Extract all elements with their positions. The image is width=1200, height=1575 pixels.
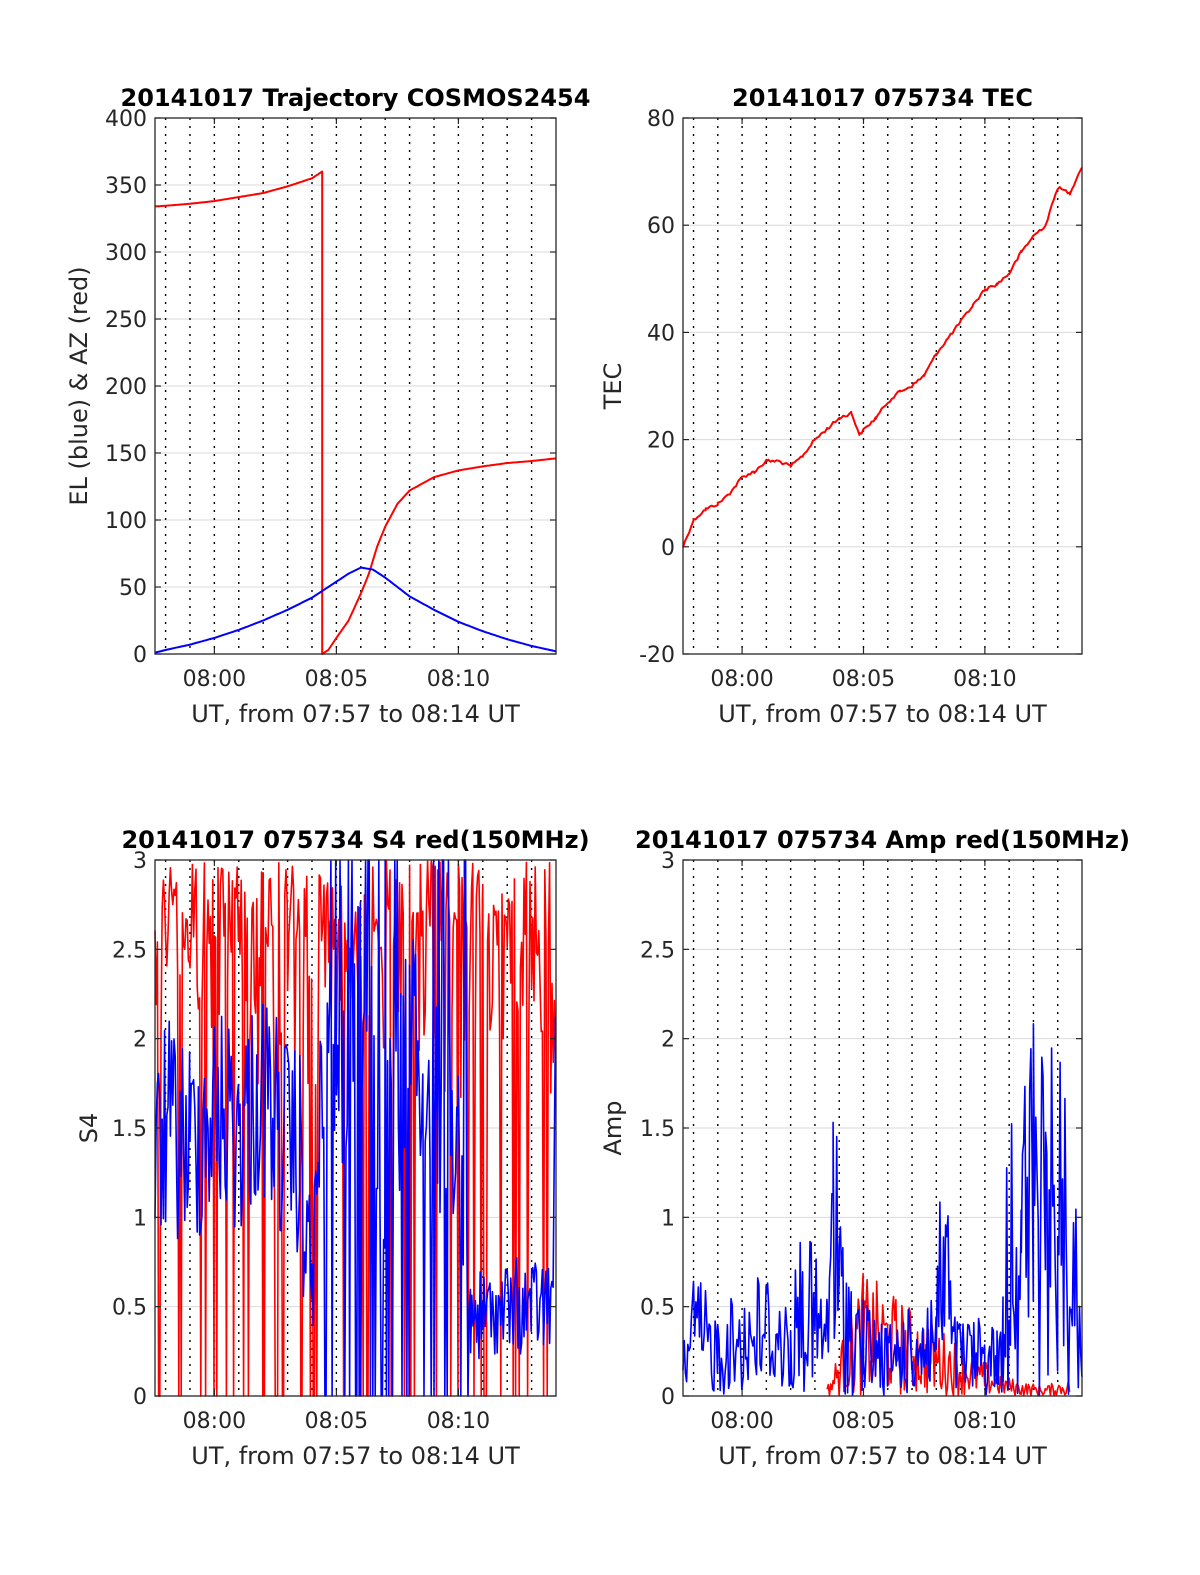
y-tick-label: 150 [105, 442, 147, 467]
y-tick-label: 0 [133, 643, 147, 668]
chart-panel-2: -20 0 20 40 60 80 08:00 08:05 08:10 20141017 0757… [599, 84, 1083, 728]
y-tick-label: 60 [647, 214, 675, 239]
y-tick-label: 80 [647, 107, 675, 132]
y-tick-label: 200 [105, 375, 147, 400]
y-axis-label: TEC [599, 363, 627, 411]
x-tick-label: 08:10 [427, 667, 490, 692]
x-tick-label: 08:05 [832, 1409, 895, 1434]
y-tick-label: 400 [105, 107, 147, 132]
chart-title: 20141017 Trajectory COSMOS2454 [121, 84, 591, 112]
x-axis-label: UT, from 07:57 to 08:14 UT [718, 1442, 1047, 1470]
chart-title: 20141017 075734 TEC [732, 84, 1033, 112]
y-axis-label: EL (blue) & AZ (red) [65, 266, 93, 505]
series-line-red [826, 1272, 1071, 1397]
y-tick-label: 0.5 [640, 1296, 675, 1321]
y-tick-label: 2.5 [112, 938, 147, 963]
y-tick-label: 350 [105, 174, 147, 199]
y-tick-label: 50 [119, 576, 147, 601]
y-tick-label: 3 [133, 849, 147, 874]
y-tick-label: 0 [661, 536, 675, 561]
y-tick-label: 0.5 [112, 1296, 147, 1321]
chart-panel-3: 0 0.5 1 1.5 2 2.5 3 08:00 08:05 08:10 20141017 075… [75, 826, 590, 1470]
y-tick-label: -20 [639, 643, 675, 668]
y-tick-label: 300 [105, 241, 147, 266]
x-tick-label: 08:05 [832, 667, 895, 692]
y-tick-label: 3 [661, 849, 675, 874]
x-tick-label: 08:10 [953, 667, 1016, 692]
y-tick-label: 1.5 [112, 1117, 147, 1142]
y-tick-label: 2 [661, 1028, 675, 1053]
y-tick-label: 2.5 [640, 938, 675, 963]
y-tick-label: 100 [105, 509, 147, 534]
series-line-red [154, 170, 557, 655]
y-tick-label: 2 [133, 1028, 147, 1053]
x-tick-label: 08:05 [305, 1409, 368, 1434]
y-tick-label: 20 [647, 429, 675, 454]
x-tick-label: 08:05 [305, 667, 368, 692]
plot-frame [682, 117, 1083, 655]
y-tick-label: 1 [661, 1206, 675, 1231]
y-tick-label: 0 [133, 1385, 147, 1410]
y-tick-label: 40 [647, 321, 675, 346]
x-axis-label: UT, from 07:57 to 08:14 UT [718, 700, 1047, 728]
x-tick-label: 08:00 [710, 1409, 773, 1434]
y-tick-label: 1 [133, 1206, 147, 1231]
chart-title: 20141017 075734 S4 red(150MHz) [121, 826, 589, 854]
x-axis-label: UT, from 07:57 to 08:14 UT [191, 700, 520, 728]
x-axis-label: UT, from 07:57 to 08:14 UT [191, 1442, 520, 1470]
y-tick-label: 250 [105, 308, 147, 333]
x-tick-label: 08:10 [953, 1409, 1016, 1434]
chart-title: 20141017 075734 Amp red(150MHz) [635, 826, 1130, 854]
x-tick-label: 08:10 [427, 1409, 490, 1434]
y-tick-label: 1.5 [640, 1117, 675, 1142]
y-axis-label: S4 [75, 1113, 103, 1144]
series-line-blue [154, 566, 557, 654]
x-tick-label: 08:00 [183, 667, 246, 692]
series-line-blue [682, 1023, 1083, 1397]
chart-panel-1: 0 50 100 150 200 250 300 350 400 08:00 08:05 08:10 2… [65, 84, 590, 728]
y-tick-label: 0 [661, 1385, 675, 1410]
chart-panel-4: 0 0.5 1 1.5 2 2.5 3 08:00 08:05 08:10 20141017 075… [599, 826, 1130, 1470]
series-line-red [682, 167, 1083, 548]
series-line-red [154, 859, 557, 1397]
y-axis-label: Amp [599, 1100, 627, 1155]
x-tick-label: 08:00 [183, 1409, 246, 1434]
x-tick-label: 08:00 [710, 667, 773, 692]
